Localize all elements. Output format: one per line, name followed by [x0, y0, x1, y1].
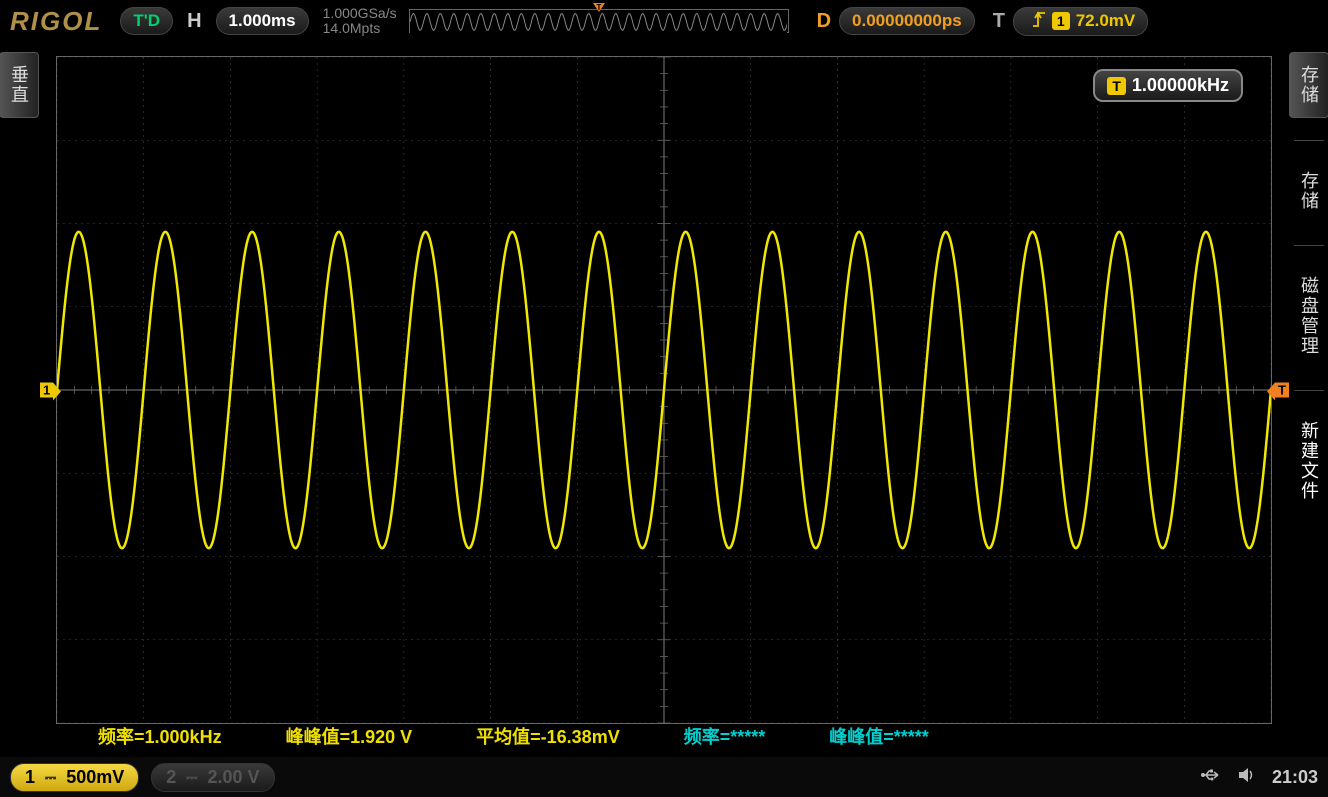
- measurement-avg: 平均值=-16.38mV: [476, 723, 620, 749]
- svg-text:T: T: [596, 3, 601, 12]
- plot-wrapper: T 1 T T 1.00000kHz 频率=1.000kHz 峰峰值=1.920…: [38, 42, 1290, 757]
- vertical-tab[interactable]: 垂直: [0, 52, 39, 118]
- timebase-value: 1.000ms: [229, 11, 296, 31]
- freq-counter-value: 1.00000kHz: [1132, 75, 1229, 96]
- measurement-frequency: 频率=1.000kHz: [98, 723, 222, 749]
- run-mode-pill[interactable]: T'D: [120, 7, 173, 35]
- sidebar-separator: [1294, 390, 1324, 391]
- measurement-vpp: 峰峰值=1.920 V: [286, 723, 413, 749]
- freq-channel-badge: T: [1107, 77, 1126, 95]
- samplerate-line2: 14.0Mpts: [323, 21, 397, 36]
- channel-1-number: 1: [25, 767, 35, 788]
- measurements-bar: 频率=1.000kHz 峰峰值=1.920 V 平均值=-16.38mV 频率=…: [98, 723, 1230, 749]
- frequency-counter-badge: T 1.00000kHz: [1093, 69, 1243, 102]
- speaker-icon[interactable]: [1238, 767, 1256, 788]
- bottom-bar: 1 ⎓ 500mV 2 ⎓ 2.00 V 21:03: [0, 757, 1328, 797]
- timebase-pill[interactable]: 1.000ms: [216, 7, 309, 35]
- storage-tab-2[interactable]: 存储: [1290, 159, 1328, 223]
- usb-icon: [1200, 767, 1222, 788]
- trigger-level-marker[interactable]: T: [1275, 383, 1289, 398]
- storage-tab-1[interactable]: 存储: [1289, 52, 1328, 118]
- channel-2-scale: 2.00 V: [207, 767, 259, 788]
- samplerate-line1: 1.000GSa/s: [323, 6, 397, 21]
- run-mode-text: T'D: [133, 11, 160, 31]
- sidebar-separator: [1294, 140, 1324, 141]
- disk-manage-tab[interactable]: 磁盘管理: [1290, 264, 1328, 368]
- channel-1-marker-label: 1: [40, 383, 53, 398]
- new-file-tab[interactable]: 新建文件: [1290, 409, 1328, 513]
- delay-value: 0.00000000ps: [852, 11, 962, 31]
- channel-1-scale: 500mV: [66, 767, 124, 788]
- delay-pill[interactable]: 0.00000000ps: [839, 7, 975, 35]
- measurement-frequency-2: 频率=*****: [684, 723, 766, 749]
- channel-2-pill[interactable]: 2 ⎓ 2.00 V: [151, 763, 274, 792]
- timebase-label: H: [187, 10, 201, 33]
- waveform-preview[interactable]: T: [409, 9, 789, 33]
- main-area: 垂直 T 1 T T 1.00000kHz 频率=1.: [0, 42, 1328, 757]
- samplerate-display: 1.000GSa/s 14.0Mpts: [323, 6, 397, 37]
- dc-coupling-icon: ⎓: [45, 769, 56, 786]
- clock-display: 21:03: [1272, 767, 1318, 788]
- right-sidebar: 存储 存储 磁盘管理 新建文件: [1290, 42, 1328, 757]
- brand-logo: RIGOL: [10, 6, 102, 37]
- dc-coupling-icon: ⎓: [186, 769, 197, 786]
- trigger-level-value: 72.0mV: [1076, 11, 1136, 31]
- sidebar-separator: [1294, 245, 1324, 246]
- channel-2-number: 2: [166, 767, 176, 788]
- channel-1-marker[interactable]: 1: [40, 383, 53, 398]
- preview-trigger-marker-icon: T: [591, 0, 607, 18]
- delay-label: D: [817, 10, 831, 33]
- waveform-layer: [57, 57, 1271, 723]
- trigger-channel-badge: 1: [1052, 12, 1070, 30]
- channel-1-pill[interactable]: 1 ⎓ 500mV: [10, 763, 139, 792]
- trigger-label: T: [993, 10, 1005, 33]
- trigger-level-marker-label: T: [1275, 383, 1289, 398]
- top-bar: RIGOL T'D H 1.000ms 1.000GSa/s 14.0Mpts …: [0, 0, 1328, 42]
- waveform-display[interactable]: T 1 T T 1.00000kHz: [56, 56, 1272, 724]
- trigger-pill[interactable]: 1 72.0mV: [1013, 7, 1148, 36]
- left-sidebar: 垂直: [0, 42, 38, 757]
- rising-edge-icon: [1032, 11, 1046, 32]
- measurement-vpp-2: 峰峰值=*****: [829, 723, 929, 749]
